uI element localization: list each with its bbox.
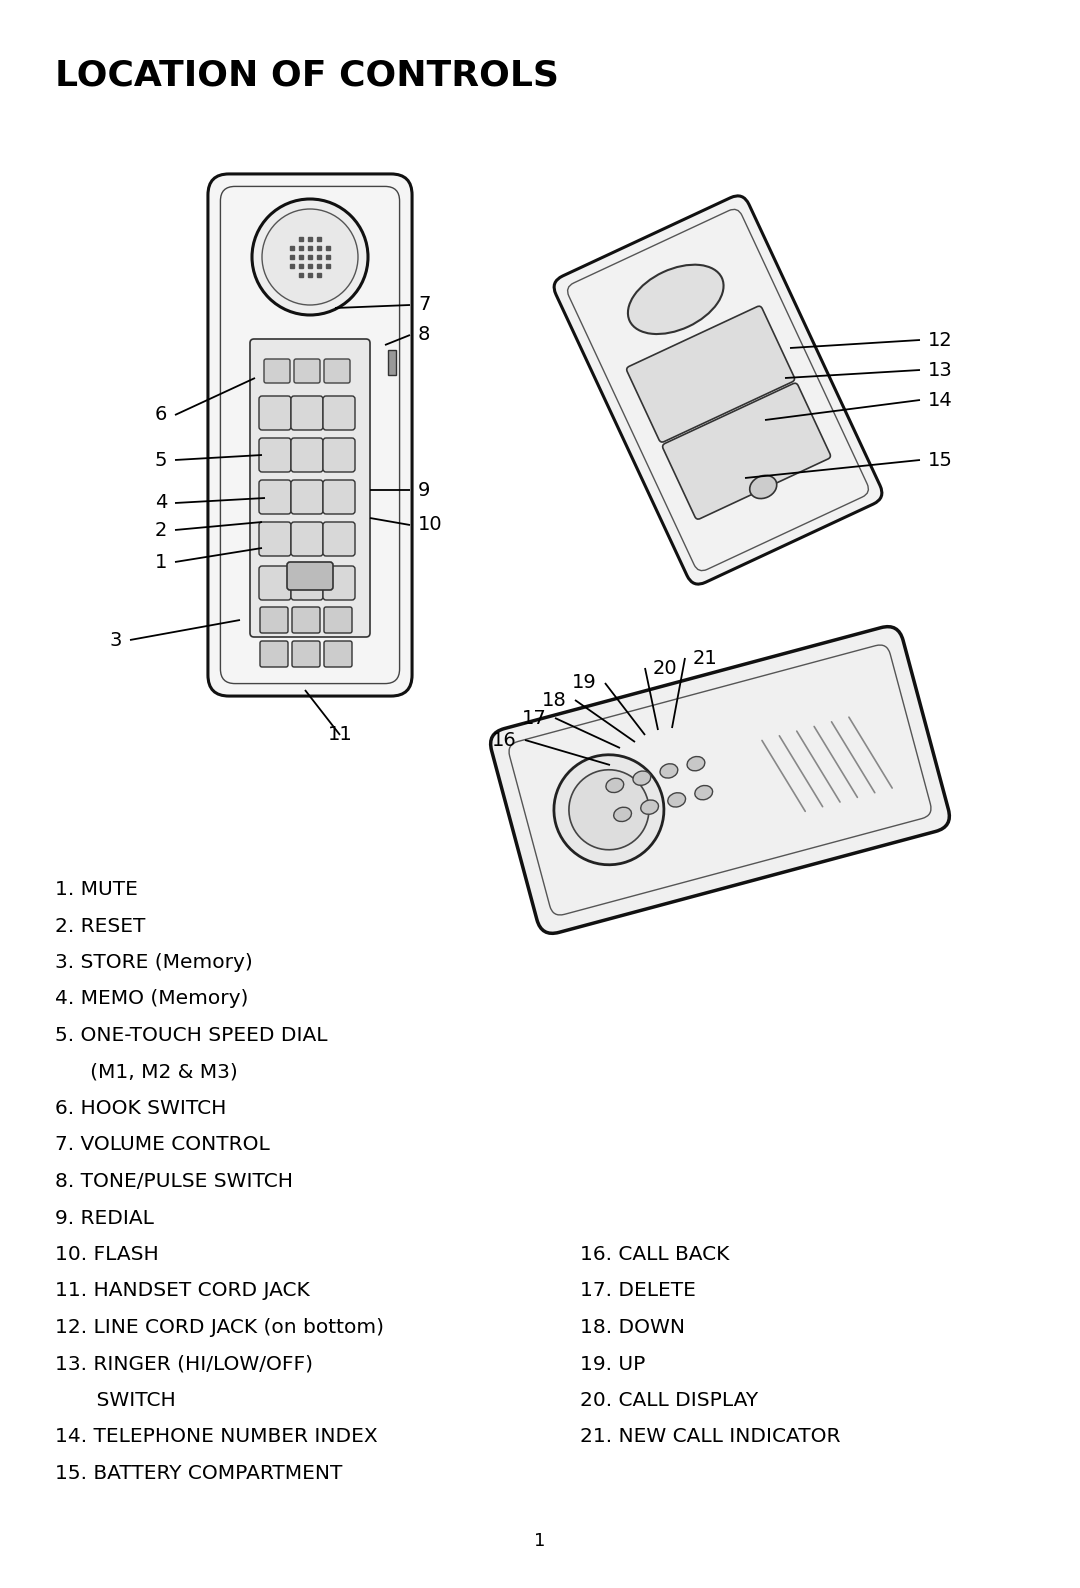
Text: 14: 14 [928,391,953,410]
FancyBboxPatch shape [291,438,323,472]
FancyBboxPatch shape [287,562,333,591]
FancyBboxPatch shape [324,607,352,634]
Text: 12. LINE CORD JACK (on bottom): 12. LINE CORD JACK (on bottom) [55,1318,384,1337]
Text: 3. STORE (Memory): 3. STORE (Memory) [55,953,253,972]
Text: 17. DELETE: 17. DELETE [580,1282,696,1301]
Text: 6. HOOK SWITCH: 6. HOOK SWITCH [55,1099,227,1118]
Ellipse shape [640,800,659,815]
Ellipse shape [694,786,713,800]
Ellipse shape [750,475,777,499]
Text: 3: 3 [110,630,122,649]
FancyBboxPatch shape [294,359,320,383]
FancyBboxPatch shape [291,565,323,600]
FancyBboxPatch shape [259,522,291,556]
Text: 12: 12 [928,330,953,349]
Circle shape [262,210,357,305]
Text: 19: 19 [572,673,597,692]
Text: (M1, M2 & M3): (M1, M2 & M3) [71,1062,238,1081]
FancyBboxPatch shape [323,522,355,556]
Ellipse shape [660,764,678,778]
FancyBboxPatch shape [292,607,320,634]
FancyBboxPatch shape [490,627,949,934]
Text: 14. TELEPHONE NUMBER INDEX: 14. TELEPHONE NUMBER INDEX [55,1428,378,1447]
FancyBboxPatch shape [554,195,882,584]
Ellipse shape [667,792,686,807]
Text: 7. VOLUME CONTROL: 7. VOLUME CONTROL [55,1135,270,1154]
FancyBboxPatch shape [259,395,291,430]
FancyBboxPatch shape [264,359,291,383]
FancyBboxPatch shape [323,480,355,515]
Text: 21: 21 [693,648,718,667]
Text: LOCATION OF CONTROLS: LOCATION OF CONTROLS [55,59,559,92]
FancyArrowPatch shape [797,730,840,802]
FancyBboxPatch shape [259,438,291,472]
FancyBboxPatch shape [323,438,355,472]
Text: 11: 11 [327,726,352,745]
FancyArrowPatch shape [814,726,858,797]
Ellipse shape [633,772,651,786]
FancyBboxPatch shape [324,359,350,383]
Text: 13: 13 [928,360,953,380]
FancyBboxPatch shape [323,565,355,600]
FancyBboxPatch shape [208,175,413,696]
FancyBboxPatch shape [260,607,288,634]
Text: 8: 8 [418,326,430,345]
FancyArrowPatch shape [762,740,806,811]
Text: 16: 16 [492,730,517,750]
Text: 13. RINGER (HI/LOW/OFF): 13. RINGER (HI/LOW/OFF) [55,1355,313,1374]
Text: 15. BATTERY COMPARTMENT: 15. BATTERY COMPARTMENT [55,1464,342,1483]
FancyBboxPatch shape [292,642,320,667]
Text: 15: 15 [928,451,953,470]
FancyBboxPatch shape [663,383,831,519]
Text: 1. MUTE: 1. MUTE [55,880,138,899]
Text: 17: 17 [523,708,546,727]
Text: 16. CALL BACK: 16. CALL BACK [580,1245,729,1264]
Text: 6: 6 [154,405,167,424]
Ellipse shape [627,265,724,333]
FancyBboxPatch shape [324,642,352,667]
Circle shape [569,770,649,850]
FancyBboxPatch shape [323,395,355,430]
Text: 10. FLASH: 10. FLASH [55,1245,159,1264]
Text: 10: 10 [418,516,443,535]
FancyBboxPatch shape [291,395,323,430]
Text: 1: 1 [154,553,167,572]
Text: 9: 9 [418,481,430,500]
Bar [388,349,396,375]
Text: 19. UP: 19. UP [580,1355,646,1374]
Text: 21. NEW CALL INDICATOR: 21. NEW CALL INDICATOR [580,1428,840,1447]
FancyBboxPatch shape [291,480,323,515]
Text: 4: 4 [154,494,167,513]
Ellipse shape [687,756,705,770]
Text: 18: 18 [542,691,567,710]
FancyArrowPatch shape [780,735,823,807]
FancyBboxPatch shape [259,565,291,600]
Text: 2: 2 [154,521,167,540]
Circle shape [252,198,368,314]
Ellipse shape [606,778,623,792]
FancyBboxPatch shape [291,522,323,556]
FancyBboxPatch shape [626,306,795,441]
Text: 20: 20 [653,659,677,678]
FancyBboxPatch shape [260,642,288,667]
FancyArrowPatch shape [832,723,875,792]
Text: 8. TONE/PULSE SWITCH: 8. TONE/PULSE SWITCH [55,1172,293,1191]
Text: 2. RESET: 2. RESET [55,916,146,935]
Text: SWITCH: SWITCH [71,1391,176,1410]
Circle shape [554,754,664,865]
FancyBboxPatch shape [249,338,370,637]
FancyArrowPatch shape [849,718,892,788]
Text: 18. DOWN: 18. DOWN [580,1318,685,1337]
Text: 9. REDIAL: 9. REDIAL [55,1208,153,1228]
Text: 5. ONE-TOUCH SPEED DIAL: 5. ONE-TOUCH SPEED DIAL [55,1026,327,1045]
Text: 1: 1 [535,1532,545,1550]
Text: 11. HANDSET CORD JACK: 11. HANDSET CORD JACK [55,1282,310,1301]
Text: 20. CALL DISPLAY: 20. CALL DISPLAY [580,1391,758,1410]
Ellipse shape [613,807,632,821]
Text: 7: 7 [418,295,430,314]
Text: 5: 5 [154,451,167,470]
Text: 4. MEMO (Memory): 4. MEMO (Memory) [55,989,248,1008]
FancyBboxPatch shape [259,480,291,515]
